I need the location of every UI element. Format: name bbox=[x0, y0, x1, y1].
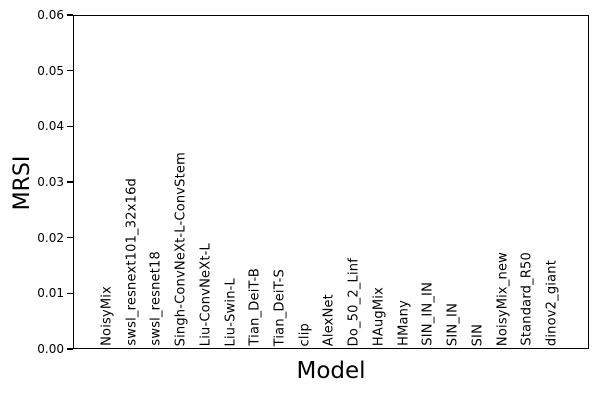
y-tick-label: 0.03 bbox=[37, 175, 64, 189]
y-tick-mark bbox=[67, 181, 73, 183]
y-tick-mark bbox=[67, 14, 73, 16]
x-axis-label: Model bbox=[296, 358, 366, 384]
y-tick-label: 0.02 bbox=[37, 230, 64, 245]
x-tick-label: AlexNet bbox=[321, 293, 337, 346]
y-tick-mark bbox=[67, 348, 73, 350]
plot-area bbox=[73, 15, 589, 349]
y-tick-label: 0.05 bbox=[37, 63, 64, 78]
y-tick-label: 0.06 bbox=[37, 8, 64, 22]
y-tick-mark bbox=[67, 69, 73, 72]
x-tick-label: Singh-ConvNeXt-L-ConvStem bbox=[173, 151, 189, 346]
x-tick-label: HAugMix bbox=[371, 286, 387, 346]
x-tick-label: clip bbox=[297, 322, 313, 346]
x-tick-label: Tian_DeiT-S bbox=[272, 268, 288, 346]
x-tick-label: NoisyMix bbox=[99, 286, 115, 346]
y-tick-mark bbox=[67, 125, 73, 128]
y-tick-label: 0.00 bbox=[37, 342, 64, 356]
y-tick-label: 0.01 bbox=[37, 286, 64, 301]
x-tick-label: NoisyMix_new bbox=[495, 251, 511, 346]
x-tick-label: SIN_IN_IN bbox=[420, 282, 436, 346]
x-tick-label: dinov2_giant bbox=[544, 259, 560, 346]
x-tick-label: Liu-ConvNeXt-L bbox=[198, 242, 214, 346]
y-tick-mark bbox=[67, 292, 73, 295]
x-tick-label: Standard_R50 bbox=[519, 252, 535, 346]
x-tick-label: swsl_resnext101_32x16d bbox=[124, 178, 140, 346]
y-tick-mark bbox=[67, 236, 73, 239]
x-tick-label: swsl_resnet18 bbox=[148, 251, 164, 346]
x-tick-label: SIN bbox=[470, 323, 486, 346]
x-tick-label: Tian_DeiT-B bbox=[247, 268, 263, 346]
y-tick-label: 0.04 bbox=[37, 119, 64, 134]
x-tick-label: HMany bbox=[396, 300, 412, 346]
x-tick-label: SIN_IN bbox=[445, 302, 461, 346]
x-tick-label: Do_50_2_Linf bbox=[346, 257, 362, 346]
x-tick-label: Liu-Swin-L bbox=[223, 277, 239, 346]
